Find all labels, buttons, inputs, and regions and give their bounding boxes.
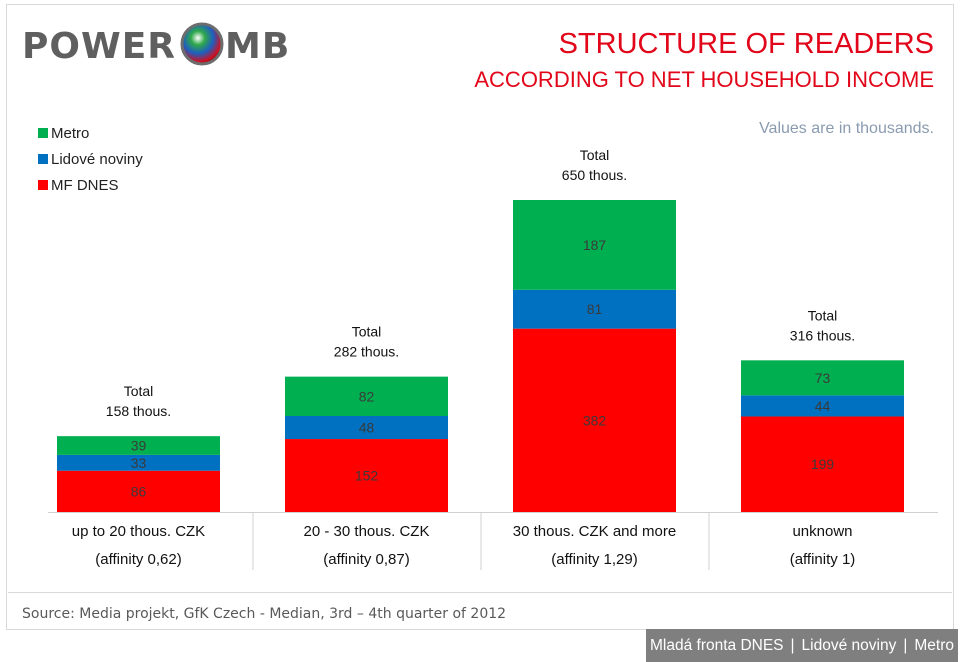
total-value-2: 282 thous. <box>334 344 399 360</box>
bar-mf-dnes-1 <box>57 470 220 512</box>
slide-frame <box>6 4 954 630</box>
data-label-lidove-noviny-4: 44 <box>815 398 831 414</box>
footer-brand-lidove-noviny: Lidové noviny <box>801 636 897 654</box>
total-label-4: Total <box>808 307 838 323</box>
footer-brand-mf-dnes: Mladá fronta DNES <box>649 636 784 654</box>
data-label-metro-2: 82 <box>359 388 375 404</box>
footer-separator: | <box>903 636 908 654</box>
data-label-mf-dnes-2: 152 <box>355 468 379 484</box>
footer-brand-metro: Metro <box>914 636 954 654</box>
chart-title: STRUCTURE OF READERS <box>558 28 934 60</box>
legend-swatch-mf-dnes <box>38 180 48 190</box>
total-label-1: Total <box>124 383 154 399</box>
bar-metro-2 <box>285 376 448 416</box>
legend-label-lidove-noviny: Lidové noviny <box>51 150 143 168</box>
power-kombi-logo: POWER K MBI <box>22 22 292 66</box>
footer-brand-bar: Mladá fronta DNES | Lidové noviny | Metr… <box>646 629 958 662</box>
affinity-label-2: (affinity 0,87) <box>323 551 409 568</box>
legend-swatch-lidove-noviny <box>38 154 48 164</box>
bar-lidove-noviny-4 <box>741 395 904 417</box>
legend-item-metro: Metro <box>38 120 143 146</box>
data-label-lidove-noviny-1: 33 <box>131 455 147 471</box>
footer-separator: | <box>790 636 795 654</box>
source-note: Source: Media projekt, GfK Czech - Media… <box>22 606 507 622</box>
legend-item-lidove-noviny: Lidové noviny <box>38 146 143 172</box>
chart-subtitle: ACCORDING TO NET HOUSEHOLD INCOME <box>474 67 934 92</box>
legend-label-metro: Metro <box>51 124 90 142</box>
total-value-1: 158 thous. <box>106 403 171 419</box>
bar-lidove-noviny-2 <box>285 416 448 440</box>
legend-label-mf-dnes: MF DNES <box>51 176 119 194</box>
data-label-mf-dnes-1: 86 <box>131 483 147 499</box>
data-label-mf-dnes-3: 382 <box>583 412 607 428</box>
affinity-label-4: (affinity 1) <box>790 551 856 568</box>
affinity-label-1: (affinity 0,62) <box>95 551 181 568</box>
total-value-3: 650 thous. <box>562 167 627 183</box>
bar-metro-1 <box>57 436 220 455</box>
data-label-metro-3: 187 <box>583 237 607 253</box>
legend-swatch-metro <box>38 128 48 138</box>
affinity-label-3: (affinity 1,29) <box>551 551 637 568</box>
bar-metro-3 <box>513 200 676 290</box>
x-tick-label-2: 20 - 30 thous. CZK <box>304 523 430 540</box>
bar-mf-dnes-2 <box>285 439 448 512</box>
total-value-4: 316 thous. <box>790 327 855 343</box>
legend-item-mf-dnes: MF DNES <box>38 172 143 198</box>
total-label-3: Total <box>580 147 610 163</box>
units-note: Values are in thousands. <box>759 120 934 137</box>
x-tick-label-1: up to 20 thous. CZK <box>72 523 205 540</box>
data-label-lidove-noviny-2: 48 <box>359 420 375 436</box>
svg-text:MBI: MBI <box>225 26 292 66</box>
bar-lidove-noviny-1 <box>57 454 220 471</box>
x-tick-label-3: 30 thous. CZK and more <box>513 523 676 540</box>
bar-metro-4 <box>741 360 904 396</box>
data-label-metro-1: 39 <box>131 438 147 454</box>
bar-lidove-noviny-3 <box>513 289 676 329</box>
x-tick-label-4: unknown <box>792 523 852 540</box>
bar-mf-dnes-3 <box>513 328 676 512</box>
data-label-lidove-noviny-3: 81 <box>587 301 603 317</box>
total-label-2: Total <box>352 324 382 340</box>
data-label-mf-dnes-4: 199 <box>811 456 835 472</box>
data-label-metro-4: 73 <box>815 370 831 386</box>
legend: Metro Lidové noviny MF DNES <box>38 120 143 198</box>
bar-mf-dnes-4 <box>741 416 904 512</box>
source-divider <box>8 592 952 593</box>
